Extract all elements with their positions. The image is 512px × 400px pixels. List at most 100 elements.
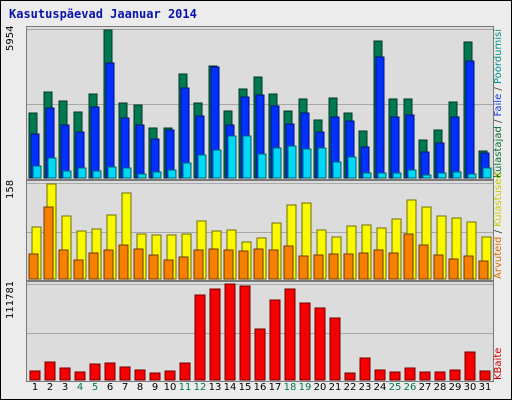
day-label-14: 14	[223, 382, 237, 393]
pages-bar-5	[92, 170, 102, 179]
sites-bar-11	[178, 256, 189, 280]
kbytes-bar-8	[134, 369, 146, 381]
pages-bar-14	[227, 135, 237, 179]
day-label-12: 12	[193, 382, 207, 393]
pages-bar-1	[32, 165, 42, 179]
kbytes-bar-5	[89, 363, 101, 381]
day-label-18: 18	[283, 382, 297, 393]
sites-bar-1	[28, 253, 39, 280]
legend-visits: Külastused	[493, 172, 504, 227]
kbytes-bar-30	[464, 351, 476, 381]
pages-bar-10	[167, 169, 177, 179]
sites-bar-3	[58, 249, 69, 280]
day-label-28: 28	[433, 382, 447, 393]
pages-bar-31	[482, 167, 492, 179]
pages-bar-24	[377, 172, 387, 179]
pages-bar-26	[407, 169, 417, 179]
pages-bar-25	[392, 172, 402, 179]
sites-bar-12	[193, 249, 204, 280]
panel3-legend: KBaite	[493, 281, 509, 380]
pages-bar-12	[197, 154, 207, 179]
kbytes-bar-12	[194, 294, 206, 381]
pages-bar-11	[182, 162, 192, 179]
kbytes-bar-27	[419, 371, 431, 381]
kbytes-bar-13	[209, 288, 221, 381]
sites-bar-5	[88, 252, 99, 280]
kbytes-bar-11	[179, 362, 191, 381]
sites-bar-6	[103, 249, 114, 280]
day-label-25: 25	[388, 382, 402, 393]
day-label-10: 10	[163, 382, 177, 393]
pages-bar-6	[107, 166, 117, 179]
sites-bar-15	[238, 250, 249, 280]
day-label-11: 11	[178, 382, 192, 393]
files-bar-5	[90, 106, 100, 179]
day-label-21: 21	[328, 382, 342, 393]
sites-bar-28	[433, 254, 444, 280]
panel2-ymax-label: 158	[5, 180, 16, 200]
day-label-27: 27	[418, 382, 432, 393]
pages-bar-29	[452, 171, 462, 179]
kbytes-bar-24	[374, 369, 386, 381]
pages-bar-20	[317, 147, 327, 179]
pages-bar-16	[257, 153, 267, 179]
pages-bar-8	[137, 173, 147, 179]
pages-bar-22	[347, 156, 357, 179]
files-bar-8	[135, 124, 145, 179]
files-bar-30	[465, 60, 475, 179]
kbytes-bar-2	[44, 361, 56, 381]
kbytes-bar-10	[164, 370, 176, 381]
sites-bar-4	[73, 259, 84, 280]
kbytes-bar-23	[359, 357, 371, 381]
day-label-29: 29	[448, 382, 462, 393]
files-bar-6	[105, 62, 115, 179]
kbytes-bar-7	[119, 366, 131, 381]
kbytes-bar-15	[239, 285, 251, 381]
pages-bar-23	[362, 172, 372, 179]
kbytes-bar-1	[29, 370, 41, 381]
files-bar-27	[420, 151, 430, 179]
pages-bar-18	[287, 145, 297, 179]
day-label-22: 22	[343, 382, 357, 393]
kbytes-bar-20	[314, 307, 326, 381]
legend-kbytes: KBaite	[493, 347, 504, 380]
kbytes-plot	[27, 283, 493, 381]
kbytes-bar-17	[269, 299, 281, 381]
day-axis: 1 2 3 4 5 6 7 8 9 10 11 12 13 14 15 16 17 18 19 20 21 22 23 24 2…	[26, 382, 492, 398]
pages-bar-27	[422, 174, 432, 179]
chart-title: Kasutuspäevad Jaanuar 2014	[9, 7, 197, 21]
sites-bar-10	[163, 259, 174, 280]
pages-bar-3	[62, 170, 72, 179]
kbytes-bar-19	[299, 302, 311, 381]
kbytes-bar-31	[479, 370, 491, 381]
day-label-6: 6	[106, 382, 114, 393]
sites-bar-27	[418, 244, 429, 280]
kbytes-bar-29	[449, 369, 461, 381]
day-label-31: 31	[478, 382, 492, 393]
sites-bar-26	[403, 233, 414, 280]
pages-bar-9	[152, 171, 162, 179]
day-label-4: 4	[76, 382, 84, 393]
day-label-20: 20	[313, 382, 327, 393]
sites-bar-25	[388, 252, 399, 280]
day-label-15: 15	[238, 382, 252, 393]
kbytes-bar-9	[149, 372, 161, 381]
sites-bar-21	[328, 253, 339, 280]
day-label-9: 9	[151, 382, 159, 393]
hits-files-pages-plot	[27, 29, 493, 179]
day-label-16: 16	[253, 382, 267, 393]
sites-bar-13	[208, 248, 219, 280]
day-label-30: 30	[463, 382, 477, 393]
pages-bar-30	[467, 173, 477, 179]
pages-bar-4	[77, 167, 87, 179]
pages-bar-28	[437, 172, 447, 179]
files-bar-25	[390, 116, 400, 179]
panel3-ymax-label: 111781	[5, 281, 16, 320]
sites-bar-14	[223, 249, 234, 280]
day-label-23: 23	[358, 382, 372, 393]
sites-bar-8	[133, 248, 144, 280]
sites-bar-31	[478, 260, 489, 280]
kbytes-bar-14	[224, 283, 236, 381]
pages-bar-13	[212, 149, 222, 179]
